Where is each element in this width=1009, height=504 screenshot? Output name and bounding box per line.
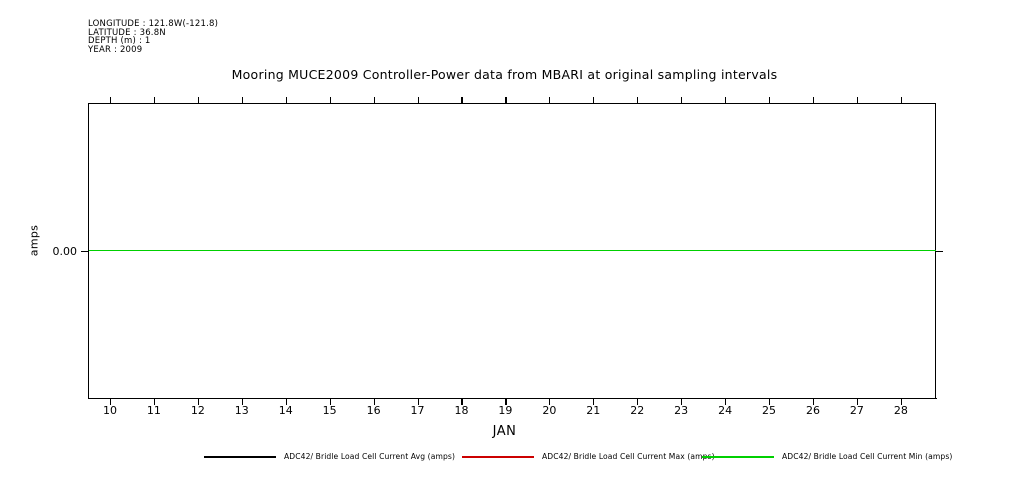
station-metadata: LONGITUDE : 121.8W(-121.8) LATITUDE : 36… [88,20,218,54]
chart-title: Mooring MUCE2009 Controller-Power data f… [231,67,778,82]
x-tick-mark-top [637,96,639,104]
x-tick-mark [417,398,419,405]
x-tick-label: 12 [190,404,205,417]
legend-label: ADC42/ Bridle Load Cell Current Avg (amp… [284,452,456,461]
x-tick-label: 15 [322,404,337,417]
x-tick-mark [549,398,551,405]
x-tick-mark-top [900,96,902,104]
legend-color-swatch [462,456,534,458]
legend-label: ADC42/ Bridle Load Cell Current Min (amp… [782,452,953,461]
x-tick-label: 19 [498,404,513,417]
x-tick-label: 18 [454,404,469,417]
x-tick-mark [637,398,639,405]
y-axis-left [88,103,90,399]
x-tick-mark-top [417,96,419,104]
x-tick-mark-top [681,96,683,104]
x-tick-label: 23 [674,404,689,417]
x-tick-mark [900,398,902,405]
metadata-year: YEAR : 2009 [88,44,143,55]
x-tick-label: 17 [410,404,425,417]
x-tick-mark-top [856,96,858,104]
x-tick-mark-top [153,96,155,104]
y-tick-mark-right [936,250,943,252]
x-tick-mark [725,398,727,405]
x-tick-mark-top [549,96,551,104]
plot-frame-top [88,103,936,398]
x-tick-mark [812,398,815,405]
x-tick-mark [153,398,155,405]
x-tick-mark-top [373,96,375,104]
x-tick-mark [241,398,243,405]
metadata-depth: DEPTH (m) : 1 [88,36,151,47]
x-tick-mark-top [505,96,507,104]
x-tick-mark [461,398,463,405]
x-tick-mark [329,398,331,405]
x-tick-mark-top [329,96,331,104]
x-tick-mark [769,398,771,405]
x-tick-mark-top [109,96,112,104]
x-tick-label: 24 [718,404,733,417]
x-tick-mark [593,398,595,405]
x-tick-label: 16 [366,404,381,417]
data-series-line [89,249,936,252]
x-tick-mark-top [593,96,595,104]
x-tick-mark-top [285,96,287,104]
x-tick-label: 11 [146,404,161,417]
x-tick-mark [373,398,375,405]
x-tick-mark-top [241,96,243,104]
x-tick-label: 27 [849,404,864,417]
x-tick-label: 10 [102,404,117,417]
x-tick-mark-top [461,96,463,104]
metadata-longitude: LONGITUDE : 121.8W(-121.8) [88,19,219,29]
x-tick-mark [285,398,287,405]
x-tick-mark-top [769,96,771,104]
x-axis [88,397,937,399]
x-tick-label: 26 [805,404,820,417]
x-tick-label: 28 [893,404,908,417]
x-axis-title: JAN [492,424,517,439]
x-tick-mark [856,398,858,405]
x-tick-mark-top [725,96,727,104]
x-tick-label: 22 [630,404,645,417]
x-tick-mark-top [197,96,199,104]
x-tick-mark [109,398,112,405]
x-tick-mark [505,398,507,405]
metadata-latitude: LATITUDE : 36.8N [88,27,166,38]
legend-color-swatch [204,456,276,458]
y-axis-title: amps [27,224,41,257]
x-tick-label: 20 [542,404,557,417]
x-tick-label: 13 [234,404,249,417]
x-tick-label: 25 [762,404,777,417]
x-tick-label: 14 [278,404,293,417]
x-tick-label: 21 [586,404,601,417]
x-tick-mark [197,398,199,405]
x-tick-mark-top [812,96,815,104]
chart-legend: ADC42/ Bridle Load Cell Current Avg (amp… [0,450,1009,464]
legend-color-swatch [702,456,774,458]
y-tick-label: 0.00 [52,244,78,258]
y-tick-mark-left [81,250,88,252]
x-tick-mark [681,398,683,405]
legend-label: ADC42/ Bridle Load Cell Current Max (amp… [542,452,715,461]
